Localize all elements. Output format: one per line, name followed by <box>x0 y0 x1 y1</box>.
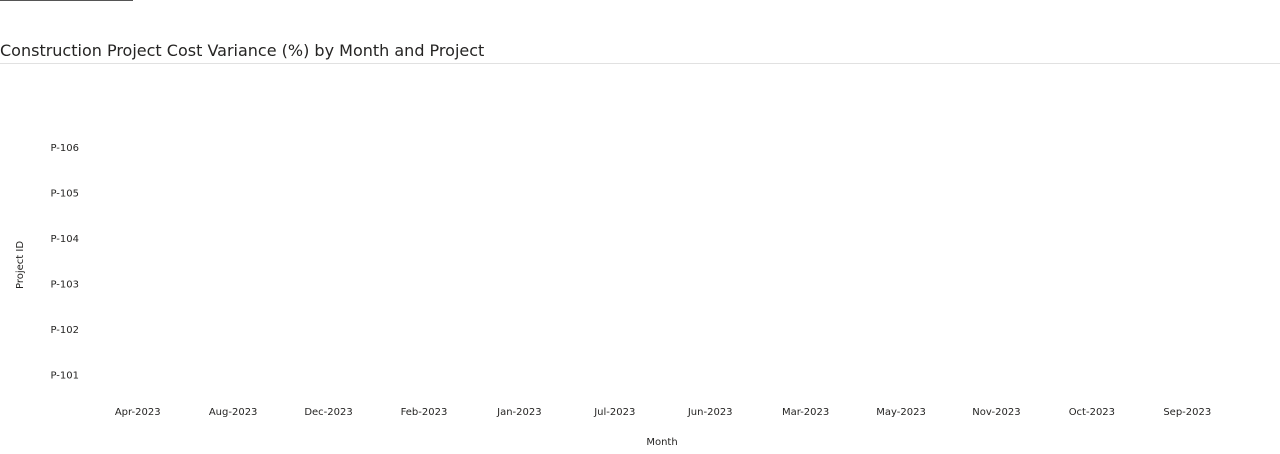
y-tick-label: P-103 <box>50 279 79 290</box>
x-tick-label: Jul-2023 <box>593 407 635 418</box>
divider <box>0 63 1280 64</box>
y-tick-label: P-102 <box>50 325 79 336</box>
x-tick-label: Feb-2023 <box>401 407 448 418</box>
x-tick-label: Dec-2023 <box>304 407 352 418</box>
x-tick-label: Mar-2023 <box>782 407 829 418</box>
x-tick-label: Oct-2023 <box>1069 407 1115 418</box>
chart-title: Construction Project Cost Variance (%) b… <box>0 41 485 60</box>
x-tick-label: Apr-2023 <box>115 407 161 418</box>
x-axis-title: Month <box>646 437 677 448</box>
x-tick-label: Aug-2023 <box>209 407 258 418</box>
x-tick-label: Jun-2023 <box>687 407 733 418</box>
y-tick-label: P-104 <box>50 234 79 245</box>
y-axis-title: Project ID <box>15 241 26 289</box>
x-tick-label: Jan-2023 <box>496 407 541 418</box>
tab-underline <box>0 0 133 1</box>
x-tick-label: May-2023 <box>876 407 926 418</box>
x-tick-label: Nov-2023 <box>972 407 1020 418</box>
x-tick-label: Sep-2023 <box>1163 407 1211 418</box>
y-tick-label: P-101 <box>50 370 79 381</box>
y-tick-label: P-106 <box>50 143 79 154</box>
y-tick-label: P-105 <box>50 188 79 199</box>
